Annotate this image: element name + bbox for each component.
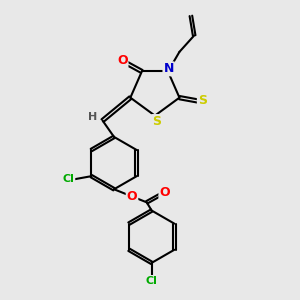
Text: Cl: Cl [146,276,158,286]
Text: O: O [159,186,170,199]
Text: S: S [152,115,161,128]
Text: O: O [117,53,128,67]
Text: Cl: Cl [62,174,74,184]
Text: H: H [88,112,98,122]
Text: O: O [127,190,137,203]
Text: N: N [164,62,174,75]
Text: S: S [198,94,207,107]
